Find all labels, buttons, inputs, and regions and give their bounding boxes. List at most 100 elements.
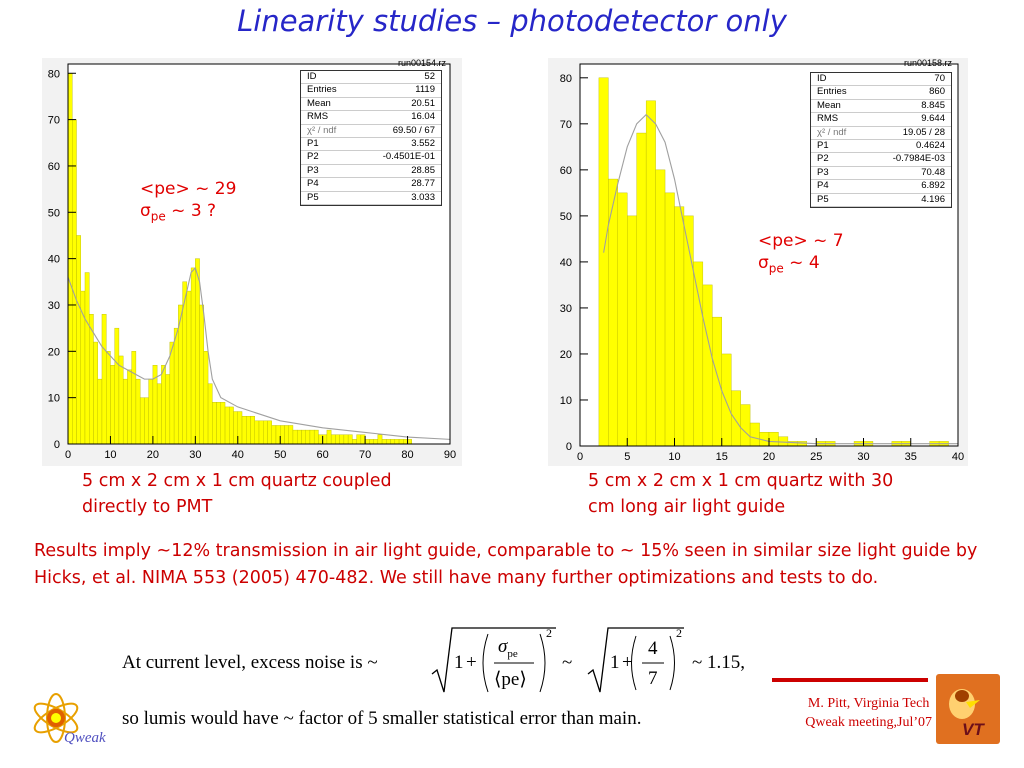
right-stats-row: P2 -0.7984E-03 <box>811 153 951 167</box>
right-sigma-symbol: σ <box>758 253 769 273</box>
left-ytick-label: 30 <box>48 300 60 312</box>
formula-sigma: σpe <box>498 636 518 660</box>
left-bar <box>97 378 103 445</box>
right-histogram-panel: 0 5 10 15 20 25 30 35 40 0 10 20 30 40 50 60 70 80 run001… <box>548 58 968 466</box>
left-bar <box>165 374 171 445</box>
formula-exp-b: 2 <box>676 626 682 640</box>
left-bar <box>301 429 306 445</box>
right-stats-row: P4 6.892 <box>811 180 951 194</box>
left-stats-row: P3 28.85 <box>301 165 441 179</box>
right-stats-key: P4 <box>817 180 829 192</box>
left-bar <box>403 439 408 445</box>
left-stats-row: RMS 16.04 <box>301 111 441 125</box>
vt-logo: VT <box>936 674 1000 744</box>
formula-num: 4 <box>648 638 658 659</box>
left-bar <box>284 425 289 445</box>
right-ytick-label: 60 <box>560 165 572 177</box>
left-stats-box: ID 52 Entries 1119 Mean 20.51 RMS 16.04 χ² / ndf… <box>300 70 442 206</box>
formula-exp-a: 2 <box>546 626 552 640</box>
left-annotation-sigma: σpe ~ 3 ? <box>140 200 236 227</box>
right-stats-row: P3 70.48 <box>811 167 951 181</box>
right-stats-value: 19.05 / 28 <box>902 126 945 138</box>
right-ytick-label: 40 <box>560 257 572 269</box>
right-bar <box>712 316 722 447</box>
right-xtick-label: 30 <box>857 451 869 463</box>
left-bar <box>407 439 412 445</box>
left-bar <box>122 378 128 445</box>
right-stats-value: 8.845 <box>921 99 945 111</box>
left-bar <box>288 425 294 445</box>
right-bar <box>598 77 609 447</box>
left-stats-row: P1 3.552 <box>301 137 441 152</box>
left-bar <box>139 397 145 445</box>
left-stats-value: 20.51 <box>411 97 435 109</box>
right-bar <box>768 431 779 447</box>
left-bar <box>110 365 115 445</box>
left-bar <box>258 420 264 445</box>
right-ytick-label: 20 <box>560 349 572 361</box>
left-bar <box>254 420 260 445</box>
qweak-logo-graphic <box>33 693 79 743</box>
left-caption-line1: 5 cm x 2 cm x 1 cm quartz coupled <box>82 471 392 491</box>
formula-plus-b: + <box>622 652 633 673</box>
results-paragraph: Results imply ~12% transmission in air l… <box>34 541 978 588</box>
right-stats-key: Mean <box>817 99 841 111</box>
left-bar <box>173 327 179 445</box>
left-stats-key: ID <box>307 71 317 82</box>
left-bar <box>144 397 149 445</box>
right-ytick-label: 30 <box>560 303 572 315</box>
left-stats-value: 16.04 <box>411 111 435 123</box>
left-bar <box>263 420 268 445</box>
left-stats-key: P4 <box>307 178 319 190</box>
footer-line2: Qweak meeting,Jul’07 <box>805 715 932 730</box>
left-stats-value: -0.4501E-01 <box>382 151 435 163</box>
left-bar <box>169 341 175 445</box>
left-bar <box>360 434 366 445</box>
vt-logo-graphic <box>949 689 980 719</box>
right-xtick-label: 25 <box>810 451 822 463</box>
right-stats-key: P5 <box>817 193 829 205</box>
left-bar <box>246 415 251 445</box>
formula-tilde: ~ <box>562 652 573 673</box>
left-ytick-label: 80 <box>48 68 60 80</box>
left-bar <box>390 439 396 445</box>
footer-line1: M. Pitt, Virginia Tech <box>807 696 930 711</box>
left-ytick-label: 0 <box>54 439 60 451</box>
right-bar <box>636 132 647 447</box>
left-bar <box>224 406 230 445</box>
right-stats-key: RMS <box>817 113 839 125</box>
right-stats-value: 70 <box>934 73 945 84</box>
left-bar <box>212 402 217 445</box>
right-ytick-label: 10 <box>560 395 572 407</box>
right-xtick-label: 10 <box>668 451 680 463</box>
right-bar <box>693 261 704 447</box>
right-xtick-label: 15 <box>716 451 728 463</box>
left-bar <box>373 439 379 445</box>
right-stats-key: P1 <box>817 139 829 151</box>
left-bar <box>267 420 272 445</box>
left-frame <box>67 63 451 445</box>
left-bar <box>292 429 298 445</box>
right-ytick-label: 70 <box>560 119 572 131</box>
left-bar <box>216 402 222 445</box>
left-stats-key: P2 <box>307 151 319 163</box>
formula-pe-bracket: ⟨pe⟩ <box>494 669 527 690</box>
left-bar <box>76 235 81 445</box>
left-stats-row: ID 52 <box>301 71 441 85</box>
right-stats-row: Entries 860 <box>811 86 951 100</box>
slide-title: Linearity studies – photodetector only <box>237 4 787 38</box>
left-bar <box>101 314 107 445</box>
formula-lead: At current level, excess noise is ~ <box>122 652 378 673</box>
left-bar <box>330 434 336 445</box>
left-bar <box>118 355 124 445</box>
left-ytick-label: 60 <box>48 161 60 173</box>
right-annotation-pe: <pe> ~ 7 <box>758 231 844 251</box>
right-xtick-label: 0 <box>577 451 583 463</box>
left-xtick-label: 0 <box>65 449 71 461</box>
left-stats-row: Mean 20.51 <box>301 97 441 112</box>
left-stats-value: 3.552 <box>411 137 435 149</box>
left-bar <box>394 439 400 445</box>
right-stats-value: 9.644 <box>921 113 945 125</box>
formula-radicals <box>431 627 684 693</box>
footer-credit: M. Pitt, Virginia Tech Qweak meeting,Jul… <box>805 694 932 732</box>
